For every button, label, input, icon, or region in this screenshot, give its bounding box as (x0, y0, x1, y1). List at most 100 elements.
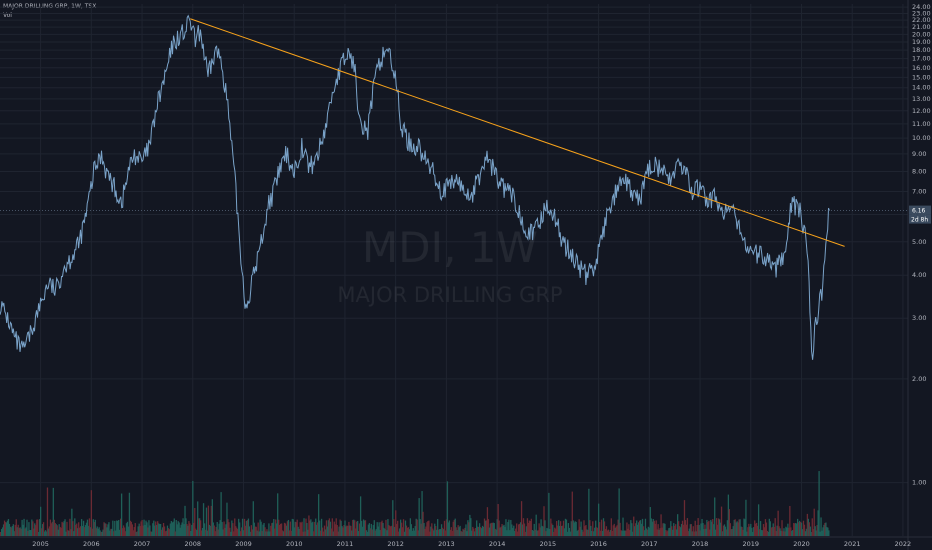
volume-bar (93, 522, 95, 536)
volume-bar (266, 529, 268, 536)
volume-bar (127, 526, 130, 536)
volume-bar (639, 520, 642, 536)
volume-bar (135, 531, 137, 536)
volume-bar (803, 524, 806, 536)
volume-bar (44, 530, 47, 536)
volume-bar (690, 524, 692, 536)
volume-bar (570, 521, 572, 536)
volume-bar (762, 524, 765, 536)
volume-bar (553, 531, 555, 536)
volume-bar (418, 498, 420, 536)
volume-bar (114, 520, 116, 536)
volume-bar (675, 524, 677, 536)
volume-bar (738, 519, 740, 536)
volume-bar (813, 508, 815, 536)
volume-bar (66, 521, 68, 536)
volume-bar (439, 529, 442, 536)
watermark-ticker: MDI, 1W (362, 223, 538, 272)
volume-bar (254, 526, 256, 536)
y-tick-label: 24.00 (912, 3, 931, 11)
volume-bar (300, 522, 302, 536)
volume-bar (260, 521, 262, 536)
volume-bar (7, 519, 10, 536)
volume-bar (94, 519, 96, 536)
y-tick-label: 5.00 (912, 238, 926, 246)
volume-bar (403, 531, 406, 536)
volume-bar (491, 522, 493, 536)
y-tick-label: 23.00 (912, 9, 931, 17)
volume-bar (792, 529, 794, 536)
volume-bar (407, 527, 410, 536)
volume-bar (174, 531, 176, 536)
volume-bar (256, 530, 258, 536)
volume-bar (794, 523, 796, 536)
volume-bar (494, 528, 496, 536)
volume-bar (633, 516, 635, 536)
volume-bar (542, 526, 544, 536)
volume-bar (381, 520, 383, 536)
price-axis[interactable]: 1.002.003.004.005.006.007.008.009.0010.0… (907, 0, 932, 550)
volume-bar (825, 522, 827, 536)
volume-bar (752, 531, 754, 536)
volume-bar (454, 518, 456, 536)
volume-bar (146, 522, 148, 536)
volume-bar (745, 499, 747, 536)
volume-bar (348, 521, 350, 536)
volume-bar (161, 527, 164, 536)
volume-bar (503, 524, 505, 536)
volume-bar (597, 527, 599, 536)
volume-bar (642, 526, 645, 536)
volume-bar (588, 488, 590, 536)
volume-bar (265, 531, 267, 536)
volume-bar (276, 523, 278, 536)
volume-bar (306, 523, 308, 536)
volume-bar (249, 531, 252, 536)
volume-bar (672, 529, 674, 536)
volume-bar (539, 527, 541, 536)
trend-line[interactable] (190, 18, 845, 247)
volume-bar (574, 521, 576, 536)
y-tick-label: 20.00 (912, 30, 931, 38)
volume-bar (821, 530, 823, 536)
volume-bar (696, 524, 698, 536)
volume-bar (155, 521, 157, 536)
volume-bar (753, 527, 755, 536)
volume-bar (725, 529, 728, 536)
volume-bar (33, 528, 35, 536)
volume-bar (365, 530, 368, 536)
volume-bar (322, 531, 325, 536)
y-tick-label: 12.00 (912, 107, 931, 115)
volume-bar (203, 523, 206, 536)
volume-bar (159, 524, 161, 536)
volume-bar (774, 518, 776, 536)
volume-bar (239, 531, 242, 536)
volume-bar (739, 519, 741, 536)
volume-bar (562, 520, 565, 536)
volume-bar (805, 528, 808, 536)
volume-bar (541, 525, 543, 536)
volume-bar (700, 523, 702, 536)
volume-bar (293, 527, 295, 536)
volume-bar (609, 530, 611, 536)
volume-bar (290, 530, 293, 536)
volume-bar (716, 524, 719, 536)
volume-bar (429, 531, 431, 536)
volume-bar (769, 521, 771, 536)
volume-bar (53, 519, 55, 536)
volume-bar (545, 531, 547, 536)
volume-bar (682, 524, 685, 536)
volume-bar (441, 527, 444, 536)
volume-bar (242, 530, 245, 536)
volume-bar (327, 520, 330, 536)
x-tick-label: 2006 (83, 540, 100, 548)
time-axis[interactable]: 2005 2006 2007 2008 2009 2010 2011 2012 2013 2014… (0, 536, 932, 548)
volume-bar (544, 520, 546, 536)
volume-bar (823, 524, 825, 536)
volume-bar (16, 527, 18, 536)
volume-bar (39, 506, 42, 536)
volume-bar (151, 531, 153, 536)
volume-bar (199, 520, 202, 536)
volume-bar (453, 519, 455, 536)
volume-bar (416, 519, 418, 536)
